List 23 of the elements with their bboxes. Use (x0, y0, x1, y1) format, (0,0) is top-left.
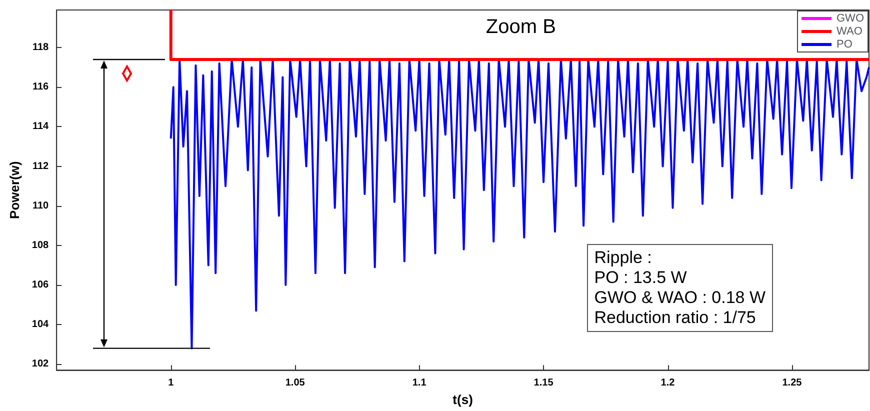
y-axis-title: Power(w) (7, 161, 22, 219)
annotation: Zoom B (486, 16, 556, 39)
x-tick-label: 1.25 (782, 378, 802, 389)
y-tick-label: 114 (32, 121, 50, 132)
x-tick-label: 1 (168, 378, 174, 389)
x-tick-label: 1.15 (534, 378, 554, 389)
y-tick-label: 106 (32, 280, 50, 291)
legend-label: WAO (836, 26, 863, 38)
x-tick-label: 1.05 (285, 378, 306, 389)
annotation: Ripple : PO : 13.5 W GWO & WAO : 0.18 W Reduction ratio : 1/75 (587, 244, 773, 332)
y-tick-label: 116 (32, 82, 50, 93)
y-tick-label: 104 (32, 319, 50, 330)
legend-label: GWO (836, 12, 864, 24)
y-tick-label: 102 (32, 358, 50, 370)
line-series (170, 58, 870, 350)
y-tick-label: 108 (32, 240, 50, 251)
y-tick-label: 118 (32, 42, 50, 54)
x-axis-title: t(s) (452, 392, 473, 407)
x-tick-label: 1.2 (660, 378, 676, 389)
y-tick-label: 110 (32, 200, 50, 212)
x-tick-label: 1.1 (412, 378, 427, 389)
legend-label: PO (836, 38, 853, 50)
y-tick-label: 112 (32, 160, 50, 172)
